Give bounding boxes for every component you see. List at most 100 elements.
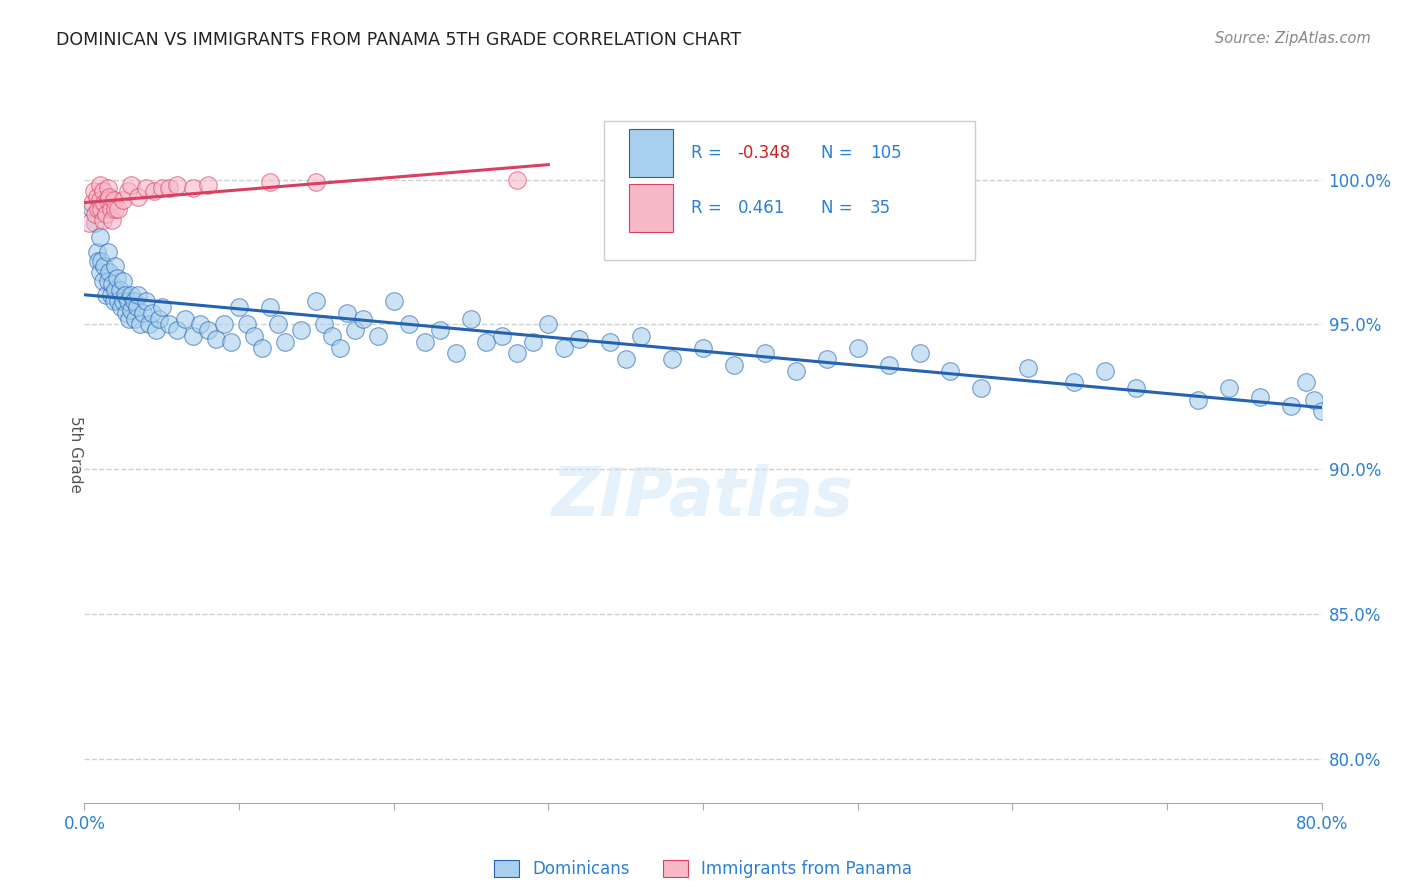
- Point: [91, 213, 114, 227]
- Point: [1125, 381, 1147, 395]
- Point: [122, 294, 145, 309]
- Point: [83, 184, 105, 198]
- Legend: Dominicans, Immigrants from Panama: Dominicans, Immigrants from Panama: [486, 854, 920, 885]
- Point: [104, 260, 127, 274]
- Point: [107, 294, 129, 309]
- Point: [236, 318, 259, 332]
- Text: ZIPatlas: ZIPatlas: [553, 464, 853, 530]
- Point: [89, 178, 111, 193]
- Point: [367, 329, 389, 343]
- Point: [785, 364, 807, 378]
- Point: [93, 260, 115, 274]
- Point: [259, 300, 281, 314]
- Point: [329, 341, 352, 355]
- Point: [97, 245, 120, 260]
- Point: [413, 334, 436, 349]
- Point: [89, 193, 111, 207]
- Point: [100, 202, 122, 216]
- Point: [87, 253, 110, 268]
- Point: [568, 332, 591, 346]
- Point: [188, 318, 212, 332]
- Point: [124, 311, 146, 326]
- Point: [212, 318, 235, 332]
- Point: [143, 184, 166, 198]
- Point: [475, 334, 498, 349]
- Point: [159, 181, 181, 195]
- Point: [491, 329, 513, 343]
- Point: [91, 184, 114, 198]
- Point: [112, 193, 135, 207]
- Point: [174, 311, 197, 326]
- Point: [290, 323, 312, 337]
- Point: [97, 181, 120, 195]
- Point: [1279, 399, 1302, 413]
- Point: [132, 306, 155, 320]
- Point: [84, 216, 107, 230]
- FancyBboxPatch shape: [628, 128, 673, 177]
- Point: [87, 202, 110, 216]
- Point: [89, 265, 111, 279]
- Point: [159, 318, 181, 332]
- Point: [661, 352, 683, 367]
- Point: [352, 311, 374, 326]
- Point: [101, 277, 124, 291]
- Point: [692, 341, 714, 355]
- Point: [115, 306, 138, 320]
- Point: [252, 341, 274, 355]
- Y-axis label: 5th Grade: 5th Grade: [67, 417, 83, 493]
- Point: [82, 202, 104, 216]
- Point: [1249, 390, 1271, 404]
- Point: [148, 311, 170, 326]
- Point: [105, 271, 128, 285]
- Point: [599, 334, 621, 349]
- Point: [93, 195, 115, 210]
- Point: [205, 332, 228, 346]
- Point: [630, 329, 652, 343]
- Point: [314, 318, 336, 332]
- Point: [150, 300, 173, 314]
- Point: [107, 202, 129, 216]
- Point: [112, 274, 135, 288]
- Text: 0.461: 0.461: [738, 199, 785, 217]
- Point: [267, 318, 290, 332]
- Point: [274, 334, 297, 349]
- Point: [259, 176, 281, 190]
- Point: [221, 334, 243, 349]
- Point: [243, 329, 266, 343]
- Point: [114, 288, 136, 302]
- Point: [344, 323, 367, 337]
- Point: [86, 245, 108, 260]
- Text: N =: N =: [821, 144, 852, 161]
- Point: [877, 358, 900, 372]
- Point: [228, 300, 250, 314]
- Point: [846, 341, 869, 355]
- Point: [939, 364, 962, 378]
- Point: [197, 323, 219, 337]
- Point: [614, 352, 637, 367]
- Point: [98, 265, 121, 279]
- Point: [94, 207, 117, 221]
- Point: [305, 294, 328, 309]
- Point: [120, 288, 142, 302]
- Point: [1218, 381, 1240, 395]
- Point: [120, 303, 142, 318]
- Point: [1303, 392, 1326, 407]
- Point: [166, 323, 188, 337]
- Point: [91, 274, 114, 288]
- Text: Source: ZipAtlas.com: Source: ZipAtlas.com: [1215, 31, 1371, 46]
- Point: [101, 213, 124, 227]
- Point: [305, 176, 328, 190]
- Point: [77, 216, 100, 230]
- Point: [128, 190, 150, 204]
- Point: [1295, 376, 1317, 390]
- Text: DOMINICAN VS IMMIGRANTS FROM PANAMA 5TH GRADE CORRELATION CHART: DOMINICAN VS IMMIGRANTS FROM PANAMA 5TH …: [56, 31, 741, 49]
- Point: [970, 381, 993, 395]
- Point: [138, 318, 160, 332]
- FancyBboxPatch shape: [605, 121, 976, 260]
- Point: [141, 306, 163, 320]
- Point: [754, 346, 776, 360]
- Point: [1094, 364, 1116, 378]
- Point: [103, 193, 125, 207]
- Point: [118, 311, 141, 326]
- Text: 105: 105: [870, 144, 901, 161]
